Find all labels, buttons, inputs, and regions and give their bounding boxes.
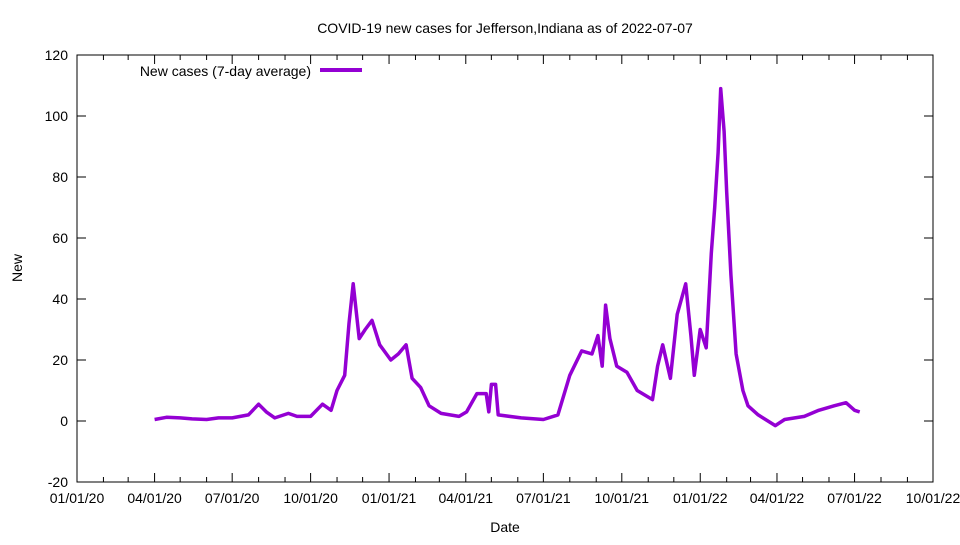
x-tick-label: 04/01/22	[750, 490, 805, 506]
y-tick-label: 20	[52, 352, 68, 368]
y-tick-label: 40	[52, 291, 68, 307]
x-tick-label: 01/01/22	[673, 490, 728, 506]
y-tick-labels: -20 0 20 40 60 80 100 120	[45, 47, 69, 490]
legend: New cases (7-day average)	[140, 63, 362, 79]
y-tick-label: 80	[52, 169, 68, 185]
y-tick-label: 120	[45, 47, 69, 63]
x-tick-label: 07/01/20	[205, 490, 260, 506]
legend-label: New cases (7-day average)	[140, 63, 311, 79]
y-axis-label: New	[9, 253, 25, 282]
x-tick-labels: 01/01/20 04/01/20 07/01/20 10/01/20 01/01/21…	[50, 490, 960, 506]
series-layer	[154, 88, 859, 425]
y-tick-label: 60	[52, 230, 68, 246]
x-tick-label: 10/01/21	[595, 490, 650, 506]
x-tick-label: 07/01/21	[516, 490, 571, 506]
x-tick-label: 10/01/22	[906, 490, 960, 506]
x-tick-label: 04/01/20	[127, 490, 182, 506]
y-tick-label: 100	[45, 108, 69, 124]
y-tick-label: -20	[48, 474, 68, 490]
y-tick-label: 0	[60, 413, 68, 429]
x-tick-label: 04/01/21	[439, 490, 494, 506]
x-axis-label: Date	[490, 519, 520, 535]
x-tick-label: 07/01/22	[827, 490, 882, 506]
x-tick-label: 10/01/20	[283, 490, 338, 506]
chart-title: COVID-19 new cases for Jefferson,Indiana…	[317, 20, 693, 36]
x-tick-label: 01/01/21	[362, 490, 417, 506]
x-tick-label: 01/01/20	[50, 490, 105, 506]
series-line	[155, 89, 860, 426]
